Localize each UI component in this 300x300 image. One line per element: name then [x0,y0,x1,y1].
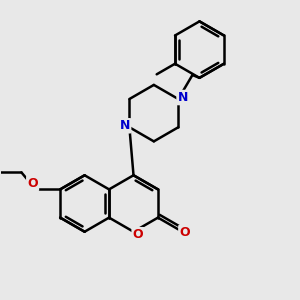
Text: O: O [179,226,190,239]
Text: O: O [133,228,143,241]
Text: N: N [120,119,130,132]
Text: N: N [178,91,188,104]
Text: O: O [27,177,38,190]
